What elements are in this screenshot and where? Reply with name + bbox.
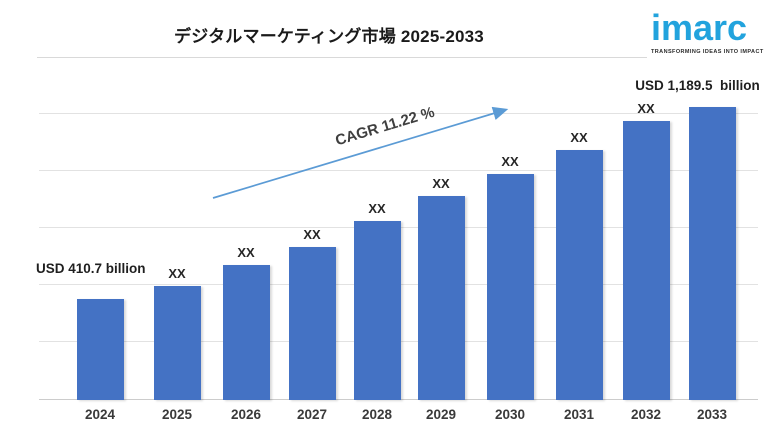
bar-2031 — [555, 150, 603, 400]
bar-value-label-2030: XX — [501, 154, 519, 169]
bar-value-label-2029: XX — [432, 176, 450, 191]
imarc-logo-tagline: TRANSFORMING IDEAS INTO IMPACT — [651, 49, 764, 55]
x-axis-label-2027: 2027 — [296, 407, 328, 422]
bar-value-label-2028: XX — [368, 201, 386, 216]
bar-2024 — [76, 299, 124, 400]
cagr-annotation: CAGR 11.22 % — [333, 103, 437, 150]
imarc-logo: imarc TRANSFORMING IDEAS INTO IMPACT — [651, 7, 764, 56]
x-axis-label-2032: 2032 — [630, 407, 662, 422]
bar-2033 — [688, 107, 736, 400]
title-divider — [37, 57, 647, 58]
bar-2032 — [622, 121, 670, 400]
x-axis-label-2029: 2029 — [425, 407, 457, 422]
bar-2029 — [417, 196, 465, 400]
bar-value-label-2027: XX — [303, 227, 321, 242]
bar-2025 — [153, 286, 201, 400]
x-axis-label-2025: 2025 — [161, 407, 193, 422]
x-axis-label-2026: 2026 — [230, 407, 262, 422]
bar-2030 — [486, 174, 534, 400]
bar-value-label-2025: XX — [168, 266, 186, 281]
end-value-label: USD 1,189.5 billion — [635, 78, 760, 93]
bar-value-label-2026: XX — [237, 245, 255, 260]
bar-value-label-2031: XX — [570, 130, 588, 145]
start-value-label: USD 410.7 billion — [36, 261, 146, 276]
x-axis-label-2028: 2028 — [361, 407, 393, 422]
bar-value-label-2032: XX — [637, 101, 655, 116]
bar-2028 — [353, 221, 401, 400]
imarc-logo-wordmark: imarc — [651, 7, 748, 48]
x-axis-label-2030: 2030 — [494, 407, 526, 422]
bar-2026 — [222, 265, 270, 400]
x-axis-label-2024: 2024 — [84, 407, 116, 422]
bar-2027 — [288, 247, 336, 400]
x-axis-label-2031: 2031 — [563, 407, 595, 422]
chart-title: デジタルマーケティング市場 2025-2033 — [174, 27, 484, 46]
x-axis-label-2033: 2033 — [696, 407, 728, 422]
